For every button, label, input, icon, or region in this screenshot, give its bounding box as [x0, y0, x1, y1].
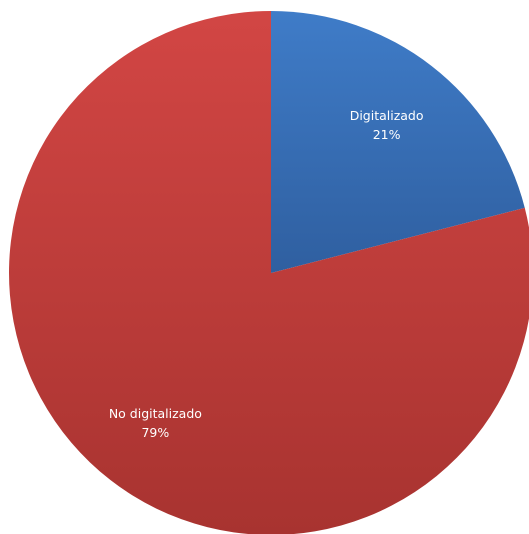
slice-percent-label: 21%: [373, 127, 401, 142]
slice-name-label: No digitalizado: [109, 406, 202, 421]
pie-slice-digitalizado: [271, 11, 525, 273]
slice-percent-label: 79%: [141, 425, 169, 440]
pie-labels: Digitalizado 21% No digitalizado 79%: [109, 108, 424, 440]
slice-name-label: Digitalizado: [350, 108, 424, 123]
slice-label-digitalizado: Digitalizado 21%: [350, 108, 424, 142]
slice-label-no-digitalizado: No digitalizado 79%: [109, 406, 202, 440]
pie-slices: [9, 11, 529, 534]
pie-slice-no-digitalizado: [9, 11, 529, 534]
